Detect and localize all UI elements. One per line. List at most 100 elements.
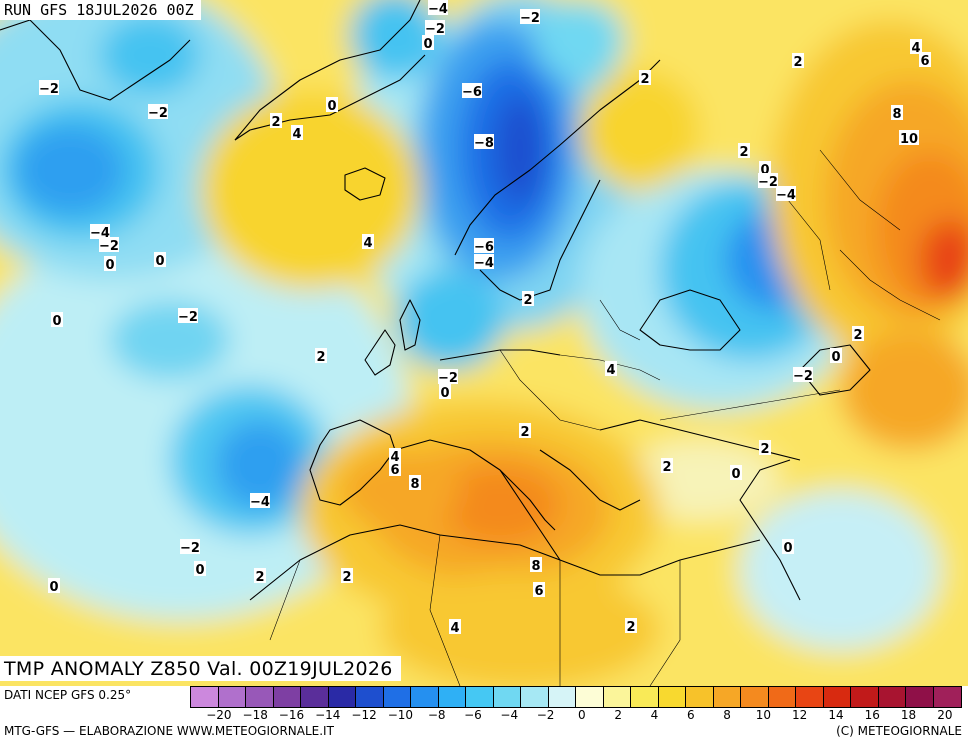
contour-label: −2 [180,541,200,556]
contour-label: −2 [425,22,445,37]
contour-label: 6 [920,54,929,69]
contour-label-bg [782,539,794,554]
contour-label-bg [439,384,451,399]
footer: DATI NCEP GFS 0.25° −20 −18 −16 −14 −12 −10 −8… [0,686,968,745]
contour-label-bg [899,130,919,145]
colorbar-swatch [686,687,714,707]
contour-label: 2 [626,620,635,635]
colorbar-swatch [796,687,824,707]
colorbar-tick-label: 16 [864,708,880,722]
anomaly-field [0,0,968,686]
colorbar-ticks: −20 −18 −16 −14 −12 −10 −8 −6 −4 −2 0 2 4 6 8 10 12 14 16 1… [190,708,968,724]
colorbar-swatch [576,687,604,707]
contour-label-bg [39,80,59,95]
contour-label: −2 [793,369,813,384]
contour-label: 2 [793,55,802,70]
colorbar-swatch [548,687,576,707]
contour-label: −2 [520,11,540,26]
colorbar-tick-label: −2 [536,708,555,722]
colorbar-swatch [246,687,274,707]
contour-label-bg [758,173,778,188]
colorbar-swatch [631,687,659,707]
colorbar-swatch [191,687,219,707]
colorbar-swatch [741,687,769,707]
colorbar-swatch [823,687,851,707]
contour-label: 0 [105,258,114,273]
contour-label-bg [315,348,327,363]
contour-label-bg [254,568,266,583]
colorbar-swatch [383,687,411,707]
colorbar-tick-label: −18 [242,708,268,722]
coastlines [0,0,871,601]
contour-label: −2 [99,239,119,254]
contour-label: 8 [892,107,901,122]
contour-label-bg [533,582,545,597]
colorbar-swatch [851,687,879,707]
colorbar-tick-label: −12 [351,708,377,722]
colorbar-swatch [328,687,356,707]
colorbar-tick-label: −4 [500,708,519,722]
contour-label: 0 [760,163,769,178]
colorbar-swatch [301,687,329,707]
contour-label-bg [438,369,458,384]
contour-label: −6 [462,85,482,100]
run-label: RUN GFS 18JUL2026 00Z [0,0,201,20]
contour-label-bg [474,134,494,149]
colorbar-swatch [411,687,439,707]
contour-label-bg [148,104,168,119]
contour-label-bg [90,224,110,239]
contour-label: 2 [342,570,351,585]
contour-label-bg [639,70,651,85]
contour-label-bg [422,35,434,50]
contour-label-bg [449,619,461,634]
contour-label-bg [194,561,206,576]
contour-label: 0 [423,37,432,52]
colorbar-tick-label: 8 [723,708,731,722]
contour-label-bg [730,465,742,480]
colorbar-tick-label: 12 [792,708,808,722]
contour-label-bg [51,312,63,327]
contour-label: 4 [450,621,459,636]
contour-label-bg [389,448,401,463]
contour-label-bg [474,238,494,253]
contour-label-bg [519,423,531,438]
contour-label-bg [919,52,931,67]
contour-label-bg [154,252,166,267]
contour-label-bg [776,186,796,201]
contour-label-bg [99,237,119,252]
contour-label: 2 [271,115,280,130]
colorbar-swatch [466,687,494,707]
contour-label: 2 [760,442,769,457]
contour-label-bg [852,326,864,341]
colorbar-swatch [603,687,631,707]
contour-label: −4 [428,2,448,17]
contour-label: 0 [155,254,164,269]
colorbar-tick-label: −8 [427,708,446,722]
colorbar-tick-label: 14 [828,708,844,722]
contour-label: 2 [662,460,671,475]
colorbar-swatch [658,687,686,707]
contour-label-bg [291,125,303,140]
contour-label-bg [738,143,750,158]
contour-label-bg [522,291,534,306]
contour-label: 0 [831,350,840,365]
contour-label-bg [530,557,542,572]
colorbar-swatch [493,687,521,707]
contour-label-bg [180,539,200,554]
map-title-text: TMP ANOMALY Z850 Val. 00Z19JUL2026 [4,658,393,680]
contour-label: 2 [520,425,529,440]
credit-left: MTG-GFS — ELABORAZIONE WWW.METEOGIORNALE… [4,724,334,738]
colorbar-swatch [933,687,961,707]
contour-label-bg [830,348,842,363]
colorbar-swatch [273,687,301,707]
contour-label: 10 [900,132,918,147]
colorbar-tick-label: 18 [900,708,917,722]
contour-label-bg [793,367,813,382]
colorbar-tick-label: 4 [650,708,659,722]
contour-label-bg [910,39,922,54]
contour-label: 6 [390,463,399,478]
map-title: TMP ANOMALY Z850 Val. 00Z19JUL2026 [0,656,401,681]
contour-label: −2 [758,175,778,190]
colorbar-tick-label: 2 [614,708,622,722]
